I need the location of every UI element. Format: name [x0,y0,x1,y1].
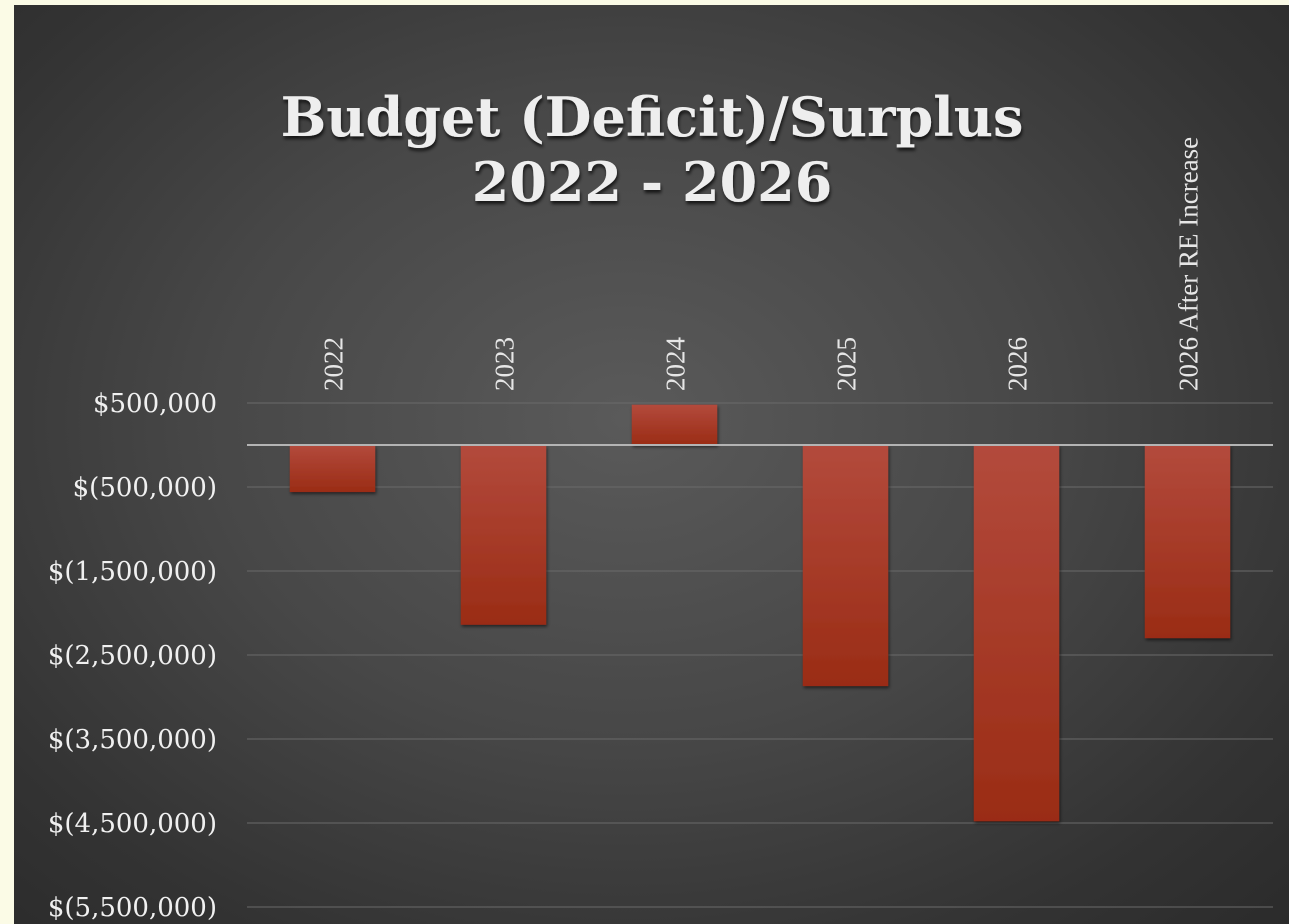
category-label: 2026 [1003,337,1033,391]
bar-chart: Budget (Deficit)/Surplus 2022 - 2026 $50… [48,85,1273,923]
y-tick-label: $500,000 [93,389,217,419]
category-label: 2025 [832,337,862,391]
bar-0 [289,445,376,493]
y-tick-label: $(4,500,000) [48,809,217,839]
y-tick-label: $(2,500,000) [48,641,217,671]
chart-area: Budget (Deficit)/Surplus 2022 - 2026 $50… [14,5,1289,924]
y-tick-label: $(3,500,000) [48,725,217,755]
category-label: 2026 After RE Increase [1174,137,1204,391]
gridlines [247,402,1273,908]
chart-title-line-1: Budget (Deficit)/Surplus [281,85,1024,149]
bar-3 [802,445,889,687]
bar-5 [1144,445,1231,639]
bars [289,404,1231,822]
category-label: 2022 [319,337,349,391]
chart-title-line-2: 2022 - 2026 [472,150,833,214]
y-tick-label: $(500,000) [73,473,217,503]
bar-2 [631,404,718,445]
bar-1 [460,445,547,625]
y-axis-ticks: $500,000 $(500,000) $(1,500,000) $(2,500,00… [48,389,217,923]
y-tick-label: $(5,500,000) [48,893,217,923]
category-labels: 2022 2023 2024 2025 2026 2026 After RE Increa… [319,137,1204,391]
bar-4 [973,445,1060,822]
category-label: 2024 [661,337,691,392]
category-label: 2023 [490,337,520,391]
y-tick-label: $(1,500,000) [48,557,217,587]
